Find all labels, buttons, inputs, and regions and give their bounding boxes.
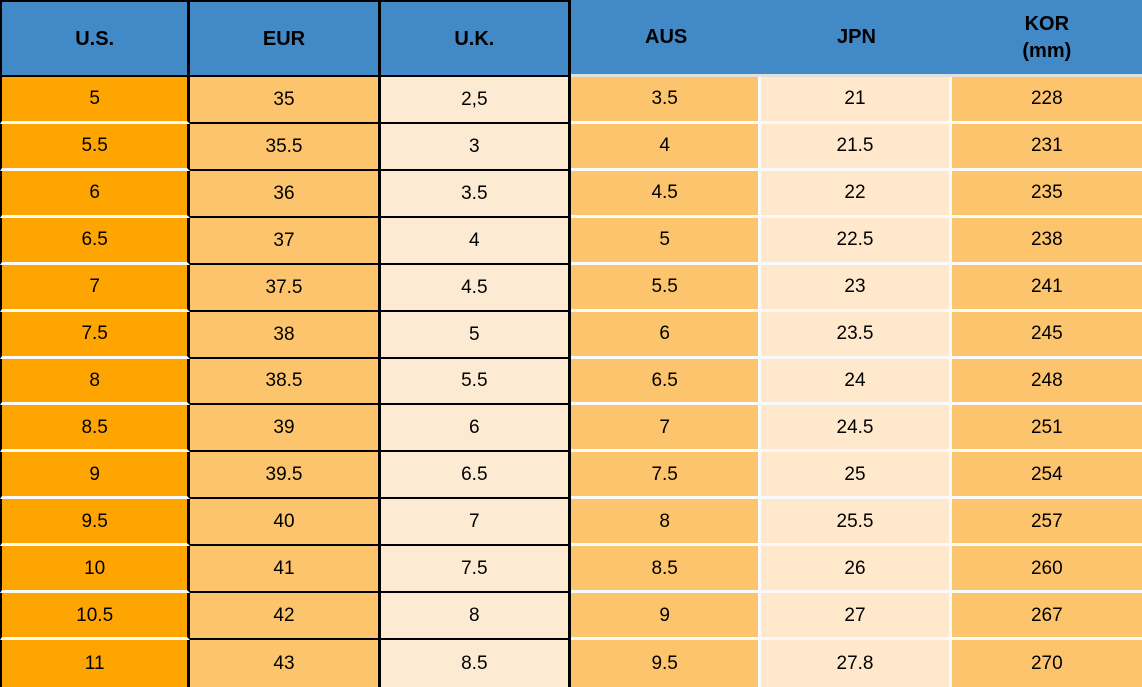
cell-aus-row-3: 4.5	[570, 170, 762, 218]
cell-us-row-8: 8.5	[0, 405, 191, 453]
cell-kor-row-5: 241	[951, 264, 1142, 312]
cell-jpn-row-13: 27.8	[761, 640, 952, 687]
cell-eur-row-6: 38	[190, 311, 381, 359]
cell-us-row-1: 5	[0, 77, 191, 124]
cell-aus-row-12: 9	[570, 593, 762, 641]
cell-uk-row-13: 8.5	[380, 640, 571, 687]
cell-us-row-12: 10.5	[0, 593, 191, 641]
cell-jpn-row-12: 27	[761, 593, 952, 641]
cell-uk-row-8: 6	[380, 405, 571, 453]
cell-jpn-row-5: 23	[761, 264, 952, 312]
kor-header-unit-label: (mm)	[1022, 39, 1072, 62]
header-cell-kor: KOR (mm)	[951, 0, 1142, 77]
header-cell-jpn: JPN	[761, 0, 952, 77]
cell-us-row-10: 9.5	[0, 499, 191, 547]
cell-jpn-row-6: 23.5	[761, 311, 952, 359]
cell-uk-row-2: 3	[380, 123, 571, 171]
cell-jpn-row-8: 24.5	[761, 405, 952, 453]
cell-us-row-2: 5.5	[0, 123, 191, 171]
cell-eur-row-5: 37.5	[190, 264, 381, 312]
cell-eur-row-10: 40	[190, 499, 381, 547]
cell-kor-row-13: 270	[951, 640, 1142, 687]
cell-jpn-row-1: 21	[761, 77, 952, 124]
cell-uk-row-10: 7	[380, 499, 571, 547]
cell-us-row-3: 6	[0, 170, 191, 218]
cell-eur-row-8: 39	[190, 405, 381, 453]
cell-jpn-row-7: 24	[761, 358, 952, 406]
cell-kor-row-6: 245	[951, 311, 1142, 359]
cell-us-row-5: 7	[0, 264, 191, 312]
cell-jpn-row-9: 25	[761, 452, 952, 500]
cell-eur-row-11: 41	[190, 546, 381, 594]
cell-uk-row-7: 5.5	[380, 358, 571, 406]
header-cell-uk: U.K.	[380, 0, 571, 77]
cell-us-row-9: 9	[0, 452, 191, 500]
cell-jpn-row-10: 25.5	[761, 499, 952, 547]
cell-kor-row-12: 267	[951, 593, 1142, 641]
cell-eur-row-3: 36	[190, 170, 381, 218]
cell-us-row-4: 6.5	[0, 217, 191, 265]
header-cell-eur: EUR	[190, 0, 381, 77]
cell-aus-row-7: 6.5	[570, 358, 762, 406]
cell-aus-row-6: 6	[570, 311, 762, 359]
cell-eur-row-12: 42	[190, 593, 381, 641]
cell-kor-row-3: 235	[951, 170, 1142, 218]
cell-uk-row-9: 6.5	[380, 452, 571, 500]
cell-eur-row-2: 35.5	[190, 123, 381, 171]
cell-uk-row-3: 3.5	[380, 170, 571, 218]
cell-uk-row-1: 2,5	[380, 77, 571, 124]
cell-jpn-row-4: 22.5	[761, 217, 952, 265]
cell-aus-row-11: 8.5	[570, 546, 762, 594]
cell-us-row-13: 11	[0, 640, 191, 687]
cell-uk-row-12: 8	[380, 593, 571, 641]
cell-us-row-6: 7.5	[0, 311, 191, 359]
cell-kor-row-10: 257	[951, 499, 1142, 547]
cell-kor-row-9: 254	[951, 452, 1142, 500]
cell-kor-row-8: 251	[951, 405, 1142, 453]
cell-uk-row-5: 4.5	[380, 264, 571, 312]
cell-aus-row-1: 3.5	[570, 77, 762, 124]
cell-aus-row-8: 7	[570, 405, 762, 453]
cell-uk-row-6: 5	[380, 311, 571, 359]
cell-uk-row-4: 4	[380, 217, 571, 265]
cell-kor-row-2: 231	[951, 123, 1142, 171]
kor-header-stack: KOR (mm)	[1022, 14, 1071, 61]
cell-eur-row-9: 39.5	[190, 452, 381, 500]
header-cell-aus: AUS	[570, 0, 762, 77]
cell-aus-row-9: 7.5	[570, 452, 762, 500]
cell-eur-row-7: 38.5	[190, 358, 381, 406]
cell-us-row-11: 10	[0, 546, 191, 594]
cell-aus-row-4: 5	[570, 217, 762, 265]
cell-uk-row-11: 7.5	[380, 546, 571, 594]
cell-jpn-row-2: 21.5	[761, 123, 952, 171]
cell-aus-row-13: 9.5	[570, 640, 762, 687]
cell-eur-row-4: 37	[190, 217, 381, 265]
cell-eur-row-13: 43	[190, 640, 381, 687]
cell-eur-row-1: 35	[190, 77, 381, 124]
cell-aus-row-10: 8	[570, 499, 762, 547]
header-cell-us: U.S.	[0, 0, 191, 77]
cell-kor-row-7: 248	[951, 358, 1142, 406]
cell-jpn-row-3: 22	[761, 170, 952, 218]
kor-header-label: KOR	[1024, 12, 1070, 35]
cell-kor-row-1: 228	[951, 77, 1142, 124]
cell-us-row-7: 8	[0, 358, 191, 406]
cell-aus-row-5: 5.5	[570, 264, 762, 312]
cell-aus-row-2: 4	[570, 123, 762, 171]
cell-kor-row-4: 238	[951, 217, 1142, 265]
cell-kor-row-11: 260	[951, 546, 1142, 594]
cell-jpn-row-11: 26	[761, 546, 952, 594]
